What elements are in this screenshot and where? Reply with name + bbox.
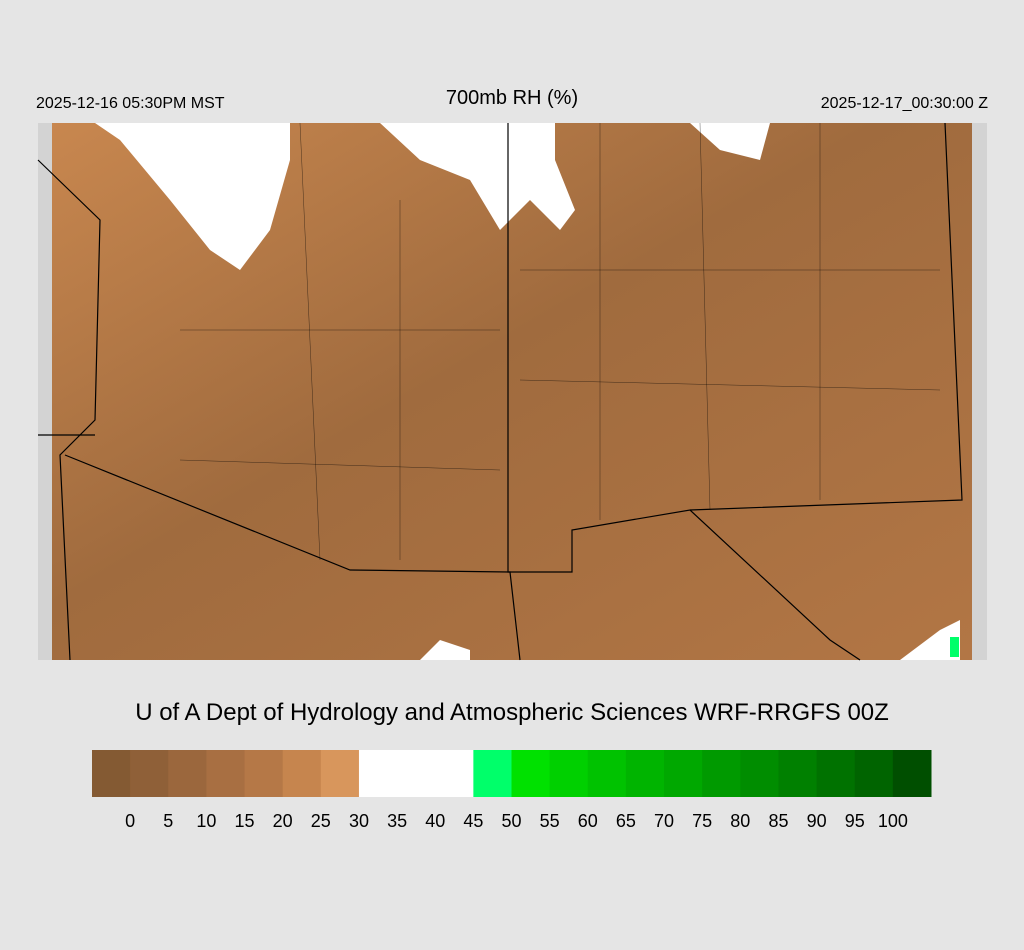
colorbar-swatch [358,750,398,797]
colorbar-swatch [854,750,894,797]
colorbar-swatch [587,750,627,797]
dry-patch [690,123,770,160]
valid-time-local: 2025-12-16 05:30PM MST [36,95,225,112]
colorbar-swatch [778,750,818,797]
colorbar-swatch [435,750,474,797]
colorbar-label: 20 [273,811,293,831]
map-title: 700mb RH (%) [446,87,578,109]
colorbar-label: 0 [125,811,135,831]
colorbar-label: 25 [311,811,331,831]
colorbar-label: 60 [578,811,598,831]
dry-patch [420,640,470,660]
colorbar-swatch [664,750,703,797]
map [37,122,987,661]
colorbar-label: 5 [163,811,173,831]
colorbar-swatch [740,750,779,797]
dry-patch [380,123,575,230]
county-lines [179,122,941,561]
colorbar-swatch [92,750,131,797]
colorbar-label: 30 [349,811,369,831]
colorbar-swatch [397,750,436,797]
colorbar-swatch [816,750,856,797]
colorbar-label: 65 [616,811,636,831]
colorbar-label: 90 [807,811,827,831]
colorbar-label: 70 [654,811,674,831]
colorbar-label: 95 [845,811,865,831]
colorbar-label: 10 [196,811,216,831]
valid-time-utc: 2025-12-17_00:30:00 Z [821,95,988,112]
colorbar-label: 80 [730,811,750,831]
colorbar-swatch [549,750,589,797]
colorbar-label: 50 [501,811,521,831]
colorbar-swatch [473,750,512,797]
colorbar-swatch [244,750,284,797]
dry-patch [900,620,960,660]
colorbar-label: 40 [425,811,445,831]
colorbar-label: 45 [463,811,483,831]
colorbar-swatch [168,750,207,797]
colorbar-swatch [625,750,665,797]
colorbar-swatch [892,750,932,797]
boundaries [37,122,963,661]
colorbar-swatch [130,750,169,797]
colorbar-label: 35 [387,811,407,831]
credit: U of A Dept of Hydrology and Atmospheric… [135,699,889,726]
colorbar-swatch [206,750,246,797]
colorbar-swatch [702,750,741,797]
colorbar-label: 85 [768,811,788,831]
moist-patch [950,637,959,657]
colorbar-label: 55 [540,811,560,831]
colorbar-swatch [282,750,322,797]
colorbar-label: 15 [235,811,255,831]
dry-patch [95,123,290,270]
colorbar-swatch [320,750,360,797]
colorbar-label: 75 [692,811,712,831]
colorbar-swatch [511,750,551,797]
colorbar: 0 5 10 15 20 25 30 35 40 45 50 55 60 65 70 75 80 85 90 95 10… [92,750,932,831]
colorbar-label: 100 [878,811,908,831]
